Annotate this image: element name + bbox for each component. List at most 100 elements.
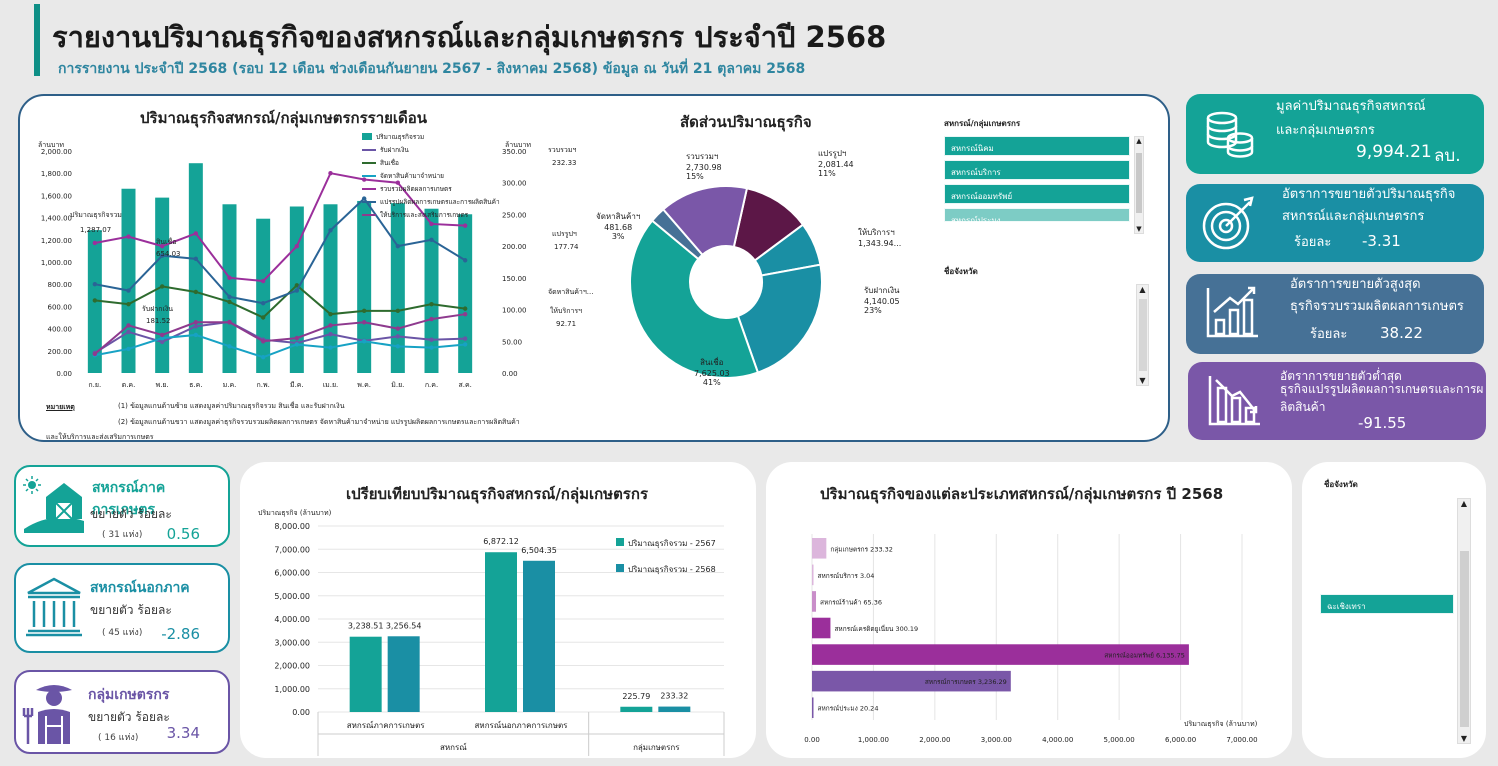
series-point (227, 320, 232, 325)
type-data-label: สหกรณ์ออมทรัพย์ 6,135.75 (1104, 652, 1185, 660)
donut-label-credit: สินเชื่อ 7,625.03 41% (694, 358, 730, 387)
series-point (193, 324, 199, 329)
series-line (94, 197, 466, 305)
title-accent-bar (34, 4, 40, 76)
scroll-thumb[interactable] (1460, 551, 1469, 727)
note-label: หมายเหตุ (46, 403, 75, 411)
series-point (260, 278, 266, 284)
left-axis-unit: ล้านบาท (38, 141, 64, 149)
type-bar (812, 617, 831, 639)
x-tick-label: สหกรณ์นอกภาคการเกษตร (475, 720, 569, 730)
legend-swatch (362, 213, 376, 216)
series-point (193, 320, 199, 325)
y-tick-label: 0.00 (56, 370, 72, 378)
scroll-down-icon[interactable]: ▼ (1460, 734, 1468, 743)
scroll-up-icon[interactable]: ▲ (1460, 499, 1468, 508)
x-tick-label: ก.ย. (88, 381, 101, 389)
slicer-item-chachoengsao[interactable]: ฉะเชิงเทรา (1320, 594, 1454, 614)
slicer-item-nikom[interactable]: สหกรณ์นิคม (944, 136, 1130, 156)
x-tick-label: เม.ย. (323, 381, 339, 389)
label-service-value: 92.71 (556, 320, 577, 328)
legend-swatch (362, 174, 376, 177)
series-point (462, 306, 468, 311)
series-point (227, 275, 232, 281)
scroll-down-icon[interactable]: ▼ (1139, 376, 1146, 385)
legend-swatch (362, 133, 372, 140)
series-point (328, 345, 333, 350)
slicer-item-savings[interactable]: สหกรณ์ออมทรัพย์ (944, 184, 1130, 204)
compare-bar (523, 560, 555, 712)
compare-ylabel: ปริมาณธุรกิจ (ล้านบาท) (258, 509, 332, 517)
series-point (92, 298, 98, 303)
compare-bar (620, 706, 653, 712)
y-tick-label: 1,000.00 (274, 685, 310, 694)
x-tick-label: สหกรณ์ภาคการเกษตร (347, 720, 426, 730)
legend-swatch (616, 564, 624, 572)
province-slicer-scrollbar[interactable]: ▲ ▼ (1457, 498, 1471, 744)
legend-item: ให้บริการและส่งเสริมการเกษตร (362, 208, 512, 221)
series-line (94, 333, 466, 359)
series-point (227, 299, 232, 305)
series-point (429, 301, 434, 307)
page-subtitle: การรายงาน ประจำปี 2568 (รอบ 12 เดือน ช่ว… (58, 61, 806, 77)
x-tick-label: มิ.ย. (391, 381, 404, 389)
series-point (328, 323, 333, 328)
kpi-highest-value: 38.22 (1380, 324, 1423, 342)
slicer-province-title: ชื่อจังหวัด (944, 267, 978, 276)
series-point (395, 308, 401, 314)
legend-label: สินเชื่อ (380, 158, 399, 167)
series-point (294, 243, 300, 249)
series-point (294, 335, 300, 341)
series-point (92, 282, 98, 287)
series-point (126, 329, 131, 335)
y-tick-label: 6,000.00 (274, 569, 310, 578)
legend-item: รับฝากเงิน (362, 143, 512, 156)
right-axis-unit: ล้านบาท (505, 141, 531, 149)
province-slicer-title: ชื่อจังหวัด (1324, 480, 1358, 489)
legend-swatch (616, 538, 624, 546)
series-point (126, 234, 131, 239)
x-tick-label: พ.ค. (357, 381, 371, 389)
y2-tick-label: 200.00 (502, 243, 527, 251)
x-tick-label: มี.ค. (290, 381, 304, 389)
kpi-highest-growth: อัตราการขยายตัวสูงสุด ธุรกิจรวบรวมผลิตผล… (1186, 274, 1484, 354)
bar-total (222, 204, 237, 373)
type-data-label: สหกรณ์ประมง 20.24 (818, 705, 879, 713)
kpi-growth-value: -3.31 (1362, 232, 1401, 250)
bar-total (458, 214, 473, 373)
type-bar (812, 564, 814, 586)
label-service-name: ให้บริการฯ (550, 307, 583, 315)
series-point (294, 288, 300, 293)
compare-bar (387, 636, 420, 712)
type-data-label: สหกรณ์บริการ 3.04 (818, 572, 875, 580)
slicer-item-fishery[interactable]: สหกรณ์ประมง (944, 208, 1130, 225)
series-point (294, 342, 300, 347)
types-chart: 0.00 1,000.00 2,000.00 3,000.00 4,000.00 5,00… (804, 534, 1258, 744)
slicer-province-scrollbar[interactable]: ▲ ▼ (1136, 284, 1149, 386)
kpi-lowest-growth: อัตราการขยายตัวต่ำสุด ธุรกิจแปรรูปผลิตผล… (1188, 362, 1486, 440)
scroll-thumb[interactable] (1136, 153, 1142, 213)
x-tick-label: ต.ค. (122, 381, 136, 389)
scroll-up-icon[interactable]: ▲ (1136, 137, 1142, 145)
scroll-up-icon[interactable]: ▲ (1139, 285, 1146, 294)
x-tick-label: 5,000.00 (1104, 736, 1135, 744)
farmer-icon (22, 685, 72, 744)
slicer-type-title: สหกรณ์/กลุ่มเกษตรกร (944, 119, 1021, 128)
slicer-item-service[interactable]: สหกรณ์บริการ (944, 160, 1130, 180)
slicer-type-scrollbar[interactable]: ▲ ▼ (1134, 136, 1144, 234)
label-supply-name: จัดหาสินค้าฯ... (548, 288, 594, 296)
growth-chart-icon (1206, 286, 1258, 338)
series-point (429, 345, 434, 350)
bar-total (357, 200, 372, 373)
card-nonagri-coop: สหกรณ์นอกภาค ขยายตัว ร้อยละ ( 45 แห่ง) -… (14, 563, 230, 653)
types-panel (766, 462, 1292, 758)
scroll-down-icon[interactable]: ▼ (1136, 225, 1142, 233)
series-point (260, 315, 266, 320)
type-data-label: สหกรณ์เครดิตยูเนี่ยน 300.19 (834, 624, 918, 633)
scroll-thumb[interactable] (1139, 299, 1147, 371)
series-point (462, 336, 468, 341)
series-point (429, 237, 434, 242)
series-point (462, 311, 468, 317)
card-farmer-value: 3.34 (166, 724, 200, 742)
kpi-total-value: 9,994.21 (1356, 142, 1432, 162)
